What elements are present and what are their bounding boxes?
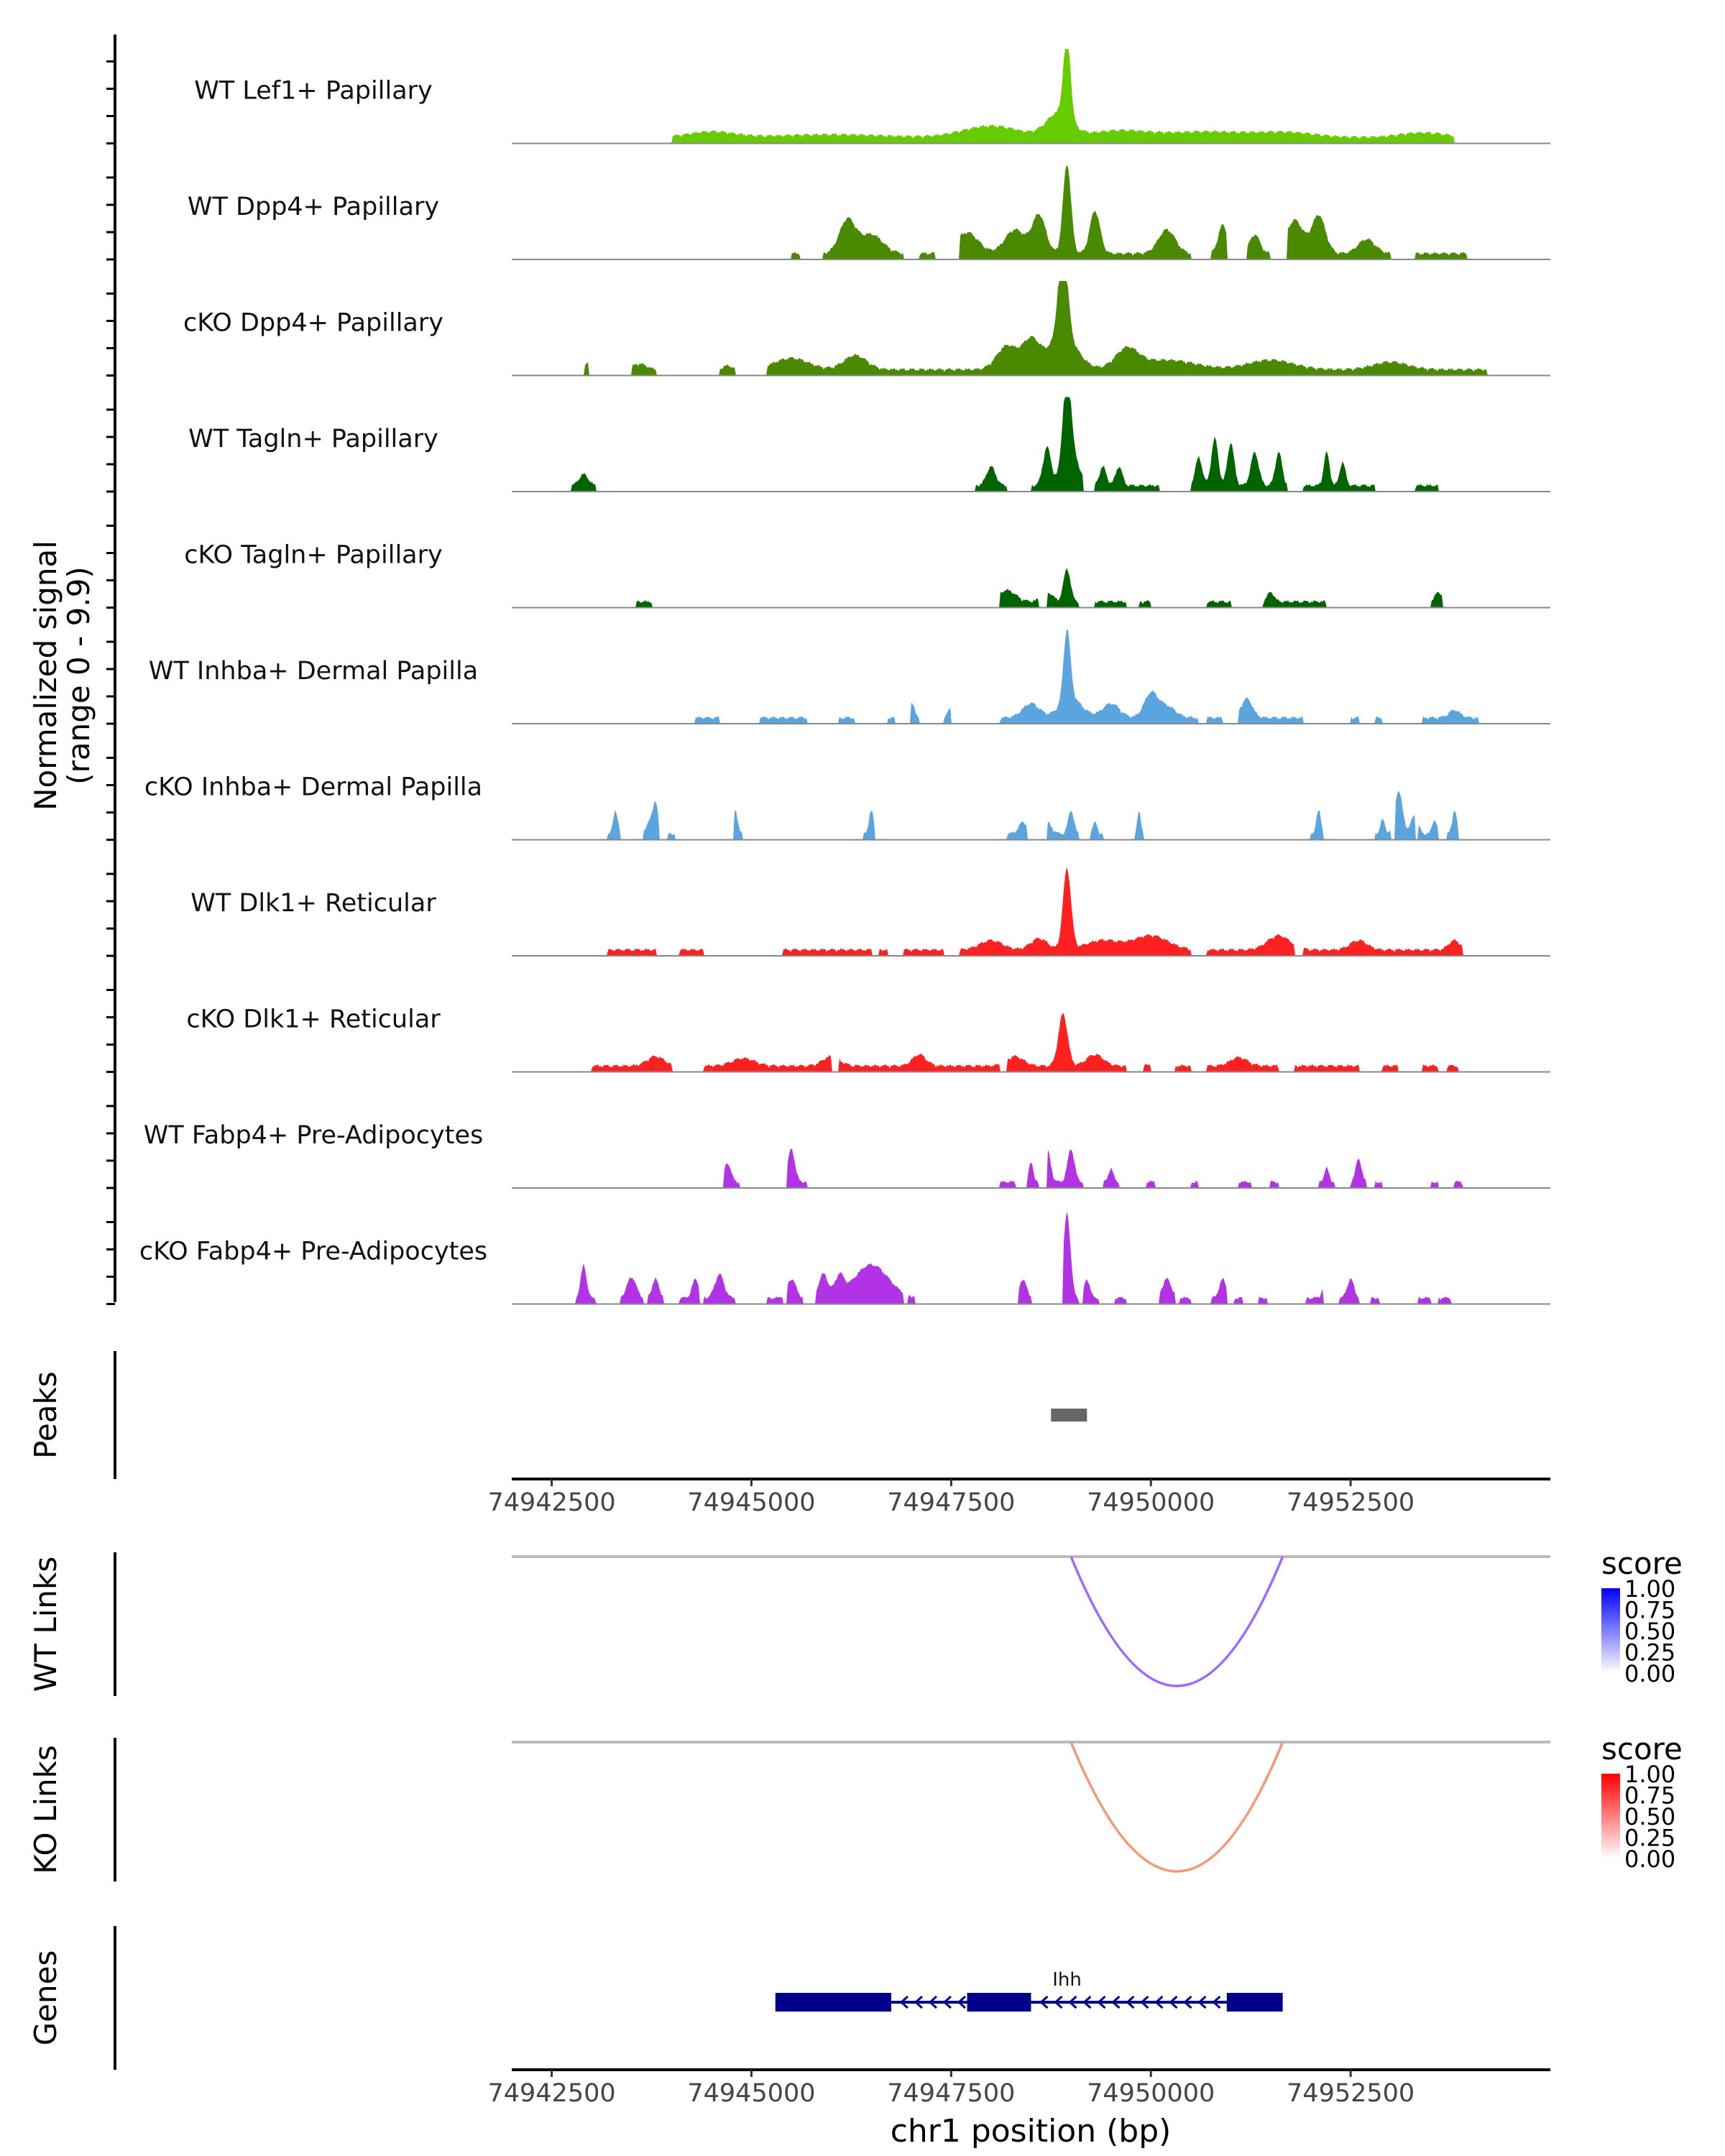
track-label: cKO Inhba+ Dermal Papilla [144,773,482,802]
peak-interval [1051,1409,1087,1422]
coverage-range-label: (range 0 - 9.9) [61,566,96,785]
strand-arrow [1197,1995,1207,2009]
track-label: WT Tagln+ Papillary [188,425,438,453]
strand-arrow [1039,1995,1049,2009]
gene-name: Ihh [1052,1969,1082,1991]
strand-arrow [928,1995,937,2009]
x-tick-label: 74950000 [1087,2079,1215,2108]
track-label: WT Lef1+ Papillary [194,77,433,106]
strand-arrow [1183,1995,1192,2009]
track-label: WT Inhba+ Dermal Papilla [149,657,478,686]
x-tick-label: 74945000 [687,1488,815,1517]
strand-arrow [1097,1995,1106,2009]
track-label: WT Fabp4+ Pre-Adipocytes [144,1121,483,1150]
legend-tick-label: 0.50 [1624,1618,1675,1645]
strand-arrow [1154,1995,1164,2009]
x-tick-label: 74947500 [887,2079,1015,2108]
coverage-track: WT Tagln+ Papillary [188,397,1550,492]
strand-arrow [1054,1995,1063,2009]
track-label: cKO Dpp4+ Papillary [183,309,443,338]
strand-arrow [957,1995,966,2009]
coverage-area [512,1148,1550,1188]
x-tick-label: 74942500 [487,2079,615,2108]
x-tick-label: 74942500 [487,1488,615,1517]
strand-arrow [1082,1995,1092,2009]
links-track-label: KO Links [28,1745,63,1874]
track-label: cKO Dlk1+ Reticular [186,1005,441,1034]
coverage-area [512,791,1550,840]
gene-exon [967,1993,1031,2012]
gene-exon [1226,1993,1283,2012]
strand-arrow [1169,1995,1178,2009]
coverage-track: cKO Fabp4+ Pre-Adipocytes [139,1211,1550,1305]
links-track-label: WT Links [28,1557,63,1692]
x-tick-label: 74945000 [687,2079,815,2108]
coverage-area [512,629,1550,724]
coverage-track: cKO Inhba+ Dermal Papilla [144,773,1550,841]
coverage-track: WT Dpp4+ Papillary [188,165,1550,260]
coverage-y-ticks [106,60,115,1305]
link-arc [1070,1741,1284,1873]
strand-arrow [1126,1995,1135,2009]
coverage-track: WT Inhba+ Dermal Papilla [149,629,1550,724]
coverage-panel: Normalized signal (range 0 - 9.9) WT Lef… [28,34,1550,1305]
legend-tick-label: 0.75 [1624,1782,1675,1810]
coverage-ylabel: Normalized signal [28,540,63,811]
strand-arrow [899,1995,908,2009]
coverage-area [512,1013,1550,1072]
legend-tick-label: 0.25 [1624,1639,1675,1667]
legend-tick-label: 0.00 [1624,1846,1675,1873]
gene-exon [775,1993,891,2012]
strand-arrow [1212,1995,1221,2009]
legend-tick-label: 0.50 [1624,1803,1675,1830]
coverage-area [512,165,1550,259]
track-label: cKO Fabp4+ Pre-Adipocytes [139,1238,487,1266]
legend-tick-label: 1.00 [1624,1575,1675,1603]
x-tick-label: 74952500 [1287,1488,1414,1517]
legend-tick-label: 0.25 [1624,1825,1675,1852]
link-arc [1070,1556,1284,1687]
track-label: WT Dpp4+ Papillary [188,193,439,221]
strand-arrow [914,1995,923,2009]
strand-arrow [942,1995,952,2009]
legend-colorbar [1601,1588,1620,1673]
genes-track-label: Genes [28,1950,63,2046]
coverage-track: cKO Dpp4+ Papillary [183,281,1550,377]
coverage-area [512,49,1550,144]
x-axis-title: chr1 position (bp) [891,2113,1172,2150]
legend-colorbar [1601,1774,1620,1858]
peaks-track-label: Peaks [28,1371,63,1459]
strand-arrow [1140,1995,1149,2009]
x-tick-label: 74952500 [1287,2079,1414,2108]
coverage-area [512,867,1550,956]
x-tick-label: 74950000 [1087,1488,1215,1517]
track-label: WT Dlk1+ Reticular [190,889,436,918]
strand-arrow [1111,1995,1121,2009]
coverage-area [512,281,1550,376]
legend-tick-label: 0.75 [1624,1597,1675,1624]
peaks-panel: Peaks 74942500 74945000 74947500 74950000 74… [28,1351,1550,1517]
coverage-track: WT Dlk1+ Reticular [190,867,1550,957]
legend-tick-label: 1.00 [1624,1761,1675,1788]
strand-arrow [1068,1995,1077,2009]
x-tick-label: 74947500 [887,1488,1015,1517]
legend-title: score [1601,1731,1683,1766]
legend-title: score [1601,1546,1683,1581]
coverage-track: cKO Dlk1+ Reticular [186,1005,1550,1073]
coverage-track: WT Lef1+ Papillary [194,49,1550,144]
legend-tick-label: 0.00 [1624,1660,1675,1687]
genes-panel: Genes Ihh 74942500 74945000 74947500 749500… [28,1926,1550,2150]
track-label: cKO Tagln+ Papillary [184,541,443,570]
coverage-track: cKO Tagln+ Papillary [184,541,1550,609]
coverage-track: WT Fabp4+ Pre-Adipocytes [144,1121,1550,1189]
